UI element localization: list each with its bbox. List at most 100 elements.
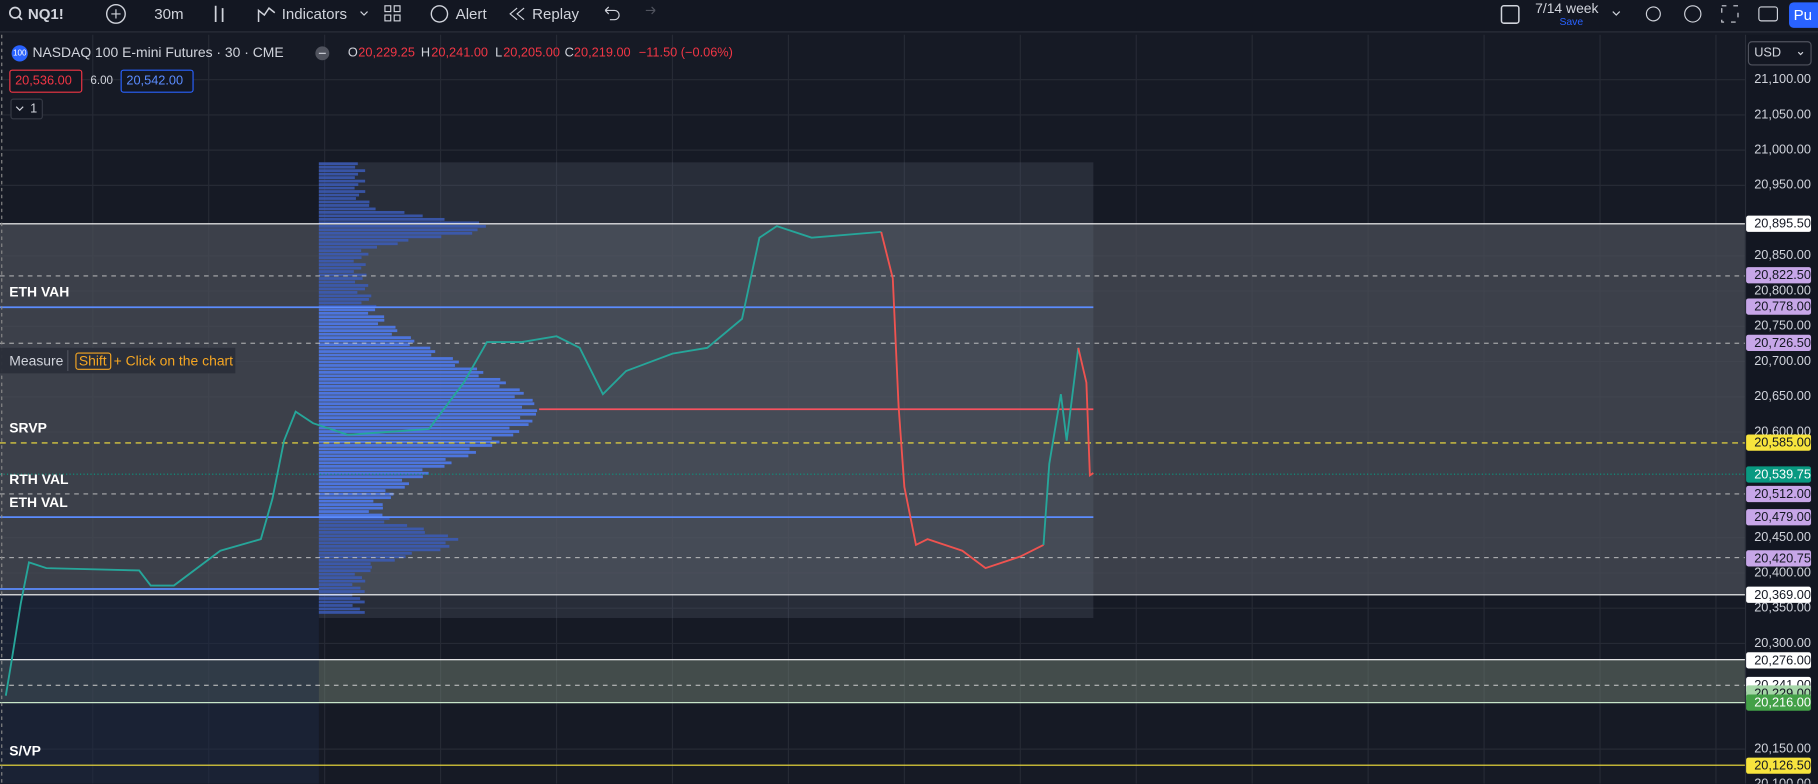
layout-name[interactable]: 7/14 week <box>1535 0 1598 16</box>
publish-label[interactable]: Pu <box>1794 7 1812 24</box>
volume-profile-bar <box>318 297 369 301</box>
replay[interactable]: Replay <box>532 6 579 23</box>
currency[interactable]: USD <box>1754 45 1781 60</box>
volume-profile-bar <box>318 489 386 493</box>
volume-profile-bar <box>318 381 506 385</box>
volume-profile-bar <box>318 517 390 520</box>
volume-profile-bar <box>318 423 529 426</box>
volume-profile-bar <box>318 169 366 173</box>
volume-profile-bar <box>318 395 515 399</box>
volume-profile-bar <box>318 217 445 221</box>
spread: 6.00 <box>90 75 113 87</box>
volume-profile-bar <box>318 583 353 586</box>
price-tag <box>1746 334 1812 351</box>
price-tag <box>1746 267 1812 284</box>
volume-profile-bar <box>318 235 442 239</box>
volume-profile-bar <box>318 176 355 180</box>
volume-profile-bar <box>318 273 367 277</box>
volume-profile-bar <box>318 475 423 479</box>
volume-profile-bar <box>318 440 500 444</box>
volume-profile-bar <box>318 353 432 357</box>
volume-profile-bar <box>318 280 356 284</box>
volume-profile-bar <box>318 374 479 378</box>
volume-profile-bar <box>318 485 405 489</box>
price-tick-label: 21,050.00 <box>1754 106 1811 121</box>
volume-profile-bar <box>318 339 415 343</box>
volume-profile-bar <box>318 228 478 232</box>
volume-profile-bar <box>318 464 445 468</box>
volume-profile-bar <box>318 367 478 371</box>
volume-profile-bar <box>318 555 406 559</box>
price-tag <box>1746 652 1812 669</box>
volume-profile-bar <box>318 350 436 353</box>
volume-profile-bar <box>318 190 366 193</box>
volume-profile-bar <box>318 304 377 308</box>
volume-profile-bar <box>318 179 366 183</box>
price-tick-label: 21,000.00 <box>1754 142 1811 157</box>
volume-profile-bar <box>318 447 470 451</box>
price-tick-label: 20,850.00 <box>1754 247 1811 262</box>
symbol-title: NASDAQ 100 E-mini Futures · 30 · CME <box>32 44 283 60</box>
level-label: ETH VAL <box>9 494 68 510</box>
volume-profile-bar <box>318 256 362 260</box>
low: 20,205.00 <box>503 45 560 60</box>
volume-profile-bar <box>318 388 520 392</box>
price-tick-label: 20,800.00 <box>1754 282 1811 297</box>
close-label: C <box>565 45 574 60</box>
price-tag <box>1746 215 1812 232</box>
volume-profile-bar <box>318 419 533 423</box>
volume-profile-bar <box>318 430 520 433</box>
symbol-badge: 100 <box>13 48 27 57</box>
volume-profile-bar <box>318 537 459 541</box>
price-tag <box>1746 550 1812 567</box>
volume-profile-bar <box>318 569 371 573</box>
volume-profile-bar <box>318 541 446 545</box>
open-label: O <box>348 45 358 60</box>
price-tick-label: 20,950.00 <box>1754 177 1811 192</box>
volume-profile-bar <box>318 506 383 510</box>
publish[interactable] <box>1789 2 1818 28</box>
ask[interactable]: 20,542.00 <box>126 73 183 88</box>
save[interactable]: Save <box>1559 17 1583 28</box>
volume-profile-bar <box>318 197 356 200</box>
volume-profile-bar <box>318 238 409 242</box>
volume-profile-bar <box>318 405 523 409</box>
indicators[interactable]: Indicators <box>282 6 347 23</box>
price-tick-label: 20,350.00 <box>1754 600 1811 615</box>
volume-profile-bar <box>318 558 395 562</box>
price-tag <box>1746 509 1812 526</box>
volume-profile-bar <box>318 576 362 580</box>
volume-profile-bar <box>318 527 424 531</box>
volume-profile-bar <box>318 478 403 482</box>
volume-profile-bar <box>318 391 524 395</box>
interval[interactable]: 30m <box>154 6 183 23</box>
volume-profile-bar <box>318 600 365 604</box>
collapse-count[interactable]: 1 <box>30 100 37 115</box>
volume-profile-bar <box>318 200 370 204</box>
volume-profile-bar <box>318 524 408 527</box>
price-tag-label: 20,778.00 <box>1754 299 1811 314</box>
price-tag-label: 20,369.00 <box>1754 587 1811 602</box>
volume-profile-bar <box>318 357 453 360</box>
volume-profile-bar <box>318 579 366 583</box>
volume-profile-bar <box>318 402 535 406</box>
volume-profile-bar <box>318 343 410 346</box>
price-tick-label: 20,100.00 <box>1754 776 1811 784</box>
volume-profile-bar <box>318 277 363 280</box>
volume-profile-bar <box>318 371 484 374</box>
level-label: SRVP <box>9 419 47 435</box>
symbol[interactable]: NQ1! <box>28 6 64 23</box>
alert[interactable]: Alert <box>456 6 488 23</box>
price-tick-label: 20,650.00 <box>1754 388 1811 403</box>
volume-profile-bar <box>318 377 501 381</box>
bid[interactable]: 20,536.00 <box>15 73 72 88</box>
volume-profile-bar <box>318 287 366 291</box>
volume-profile-bar <box>318 284 369 287</box>
volume-profile-bar <box>318 565 372 569</box>
volume-profile-bar <box>318 364 455 367</box>
price-tag-label: 20,216.00 <box>1754 695 1811 710</box>
price-tick-label: 20,150.00 <box>1754 741 1811 756</box>
level-label: RTH VAL <box>9 471 69 487</box>
price-tick-label: 20,400.00 <box>1754 564 1811 579</box>
